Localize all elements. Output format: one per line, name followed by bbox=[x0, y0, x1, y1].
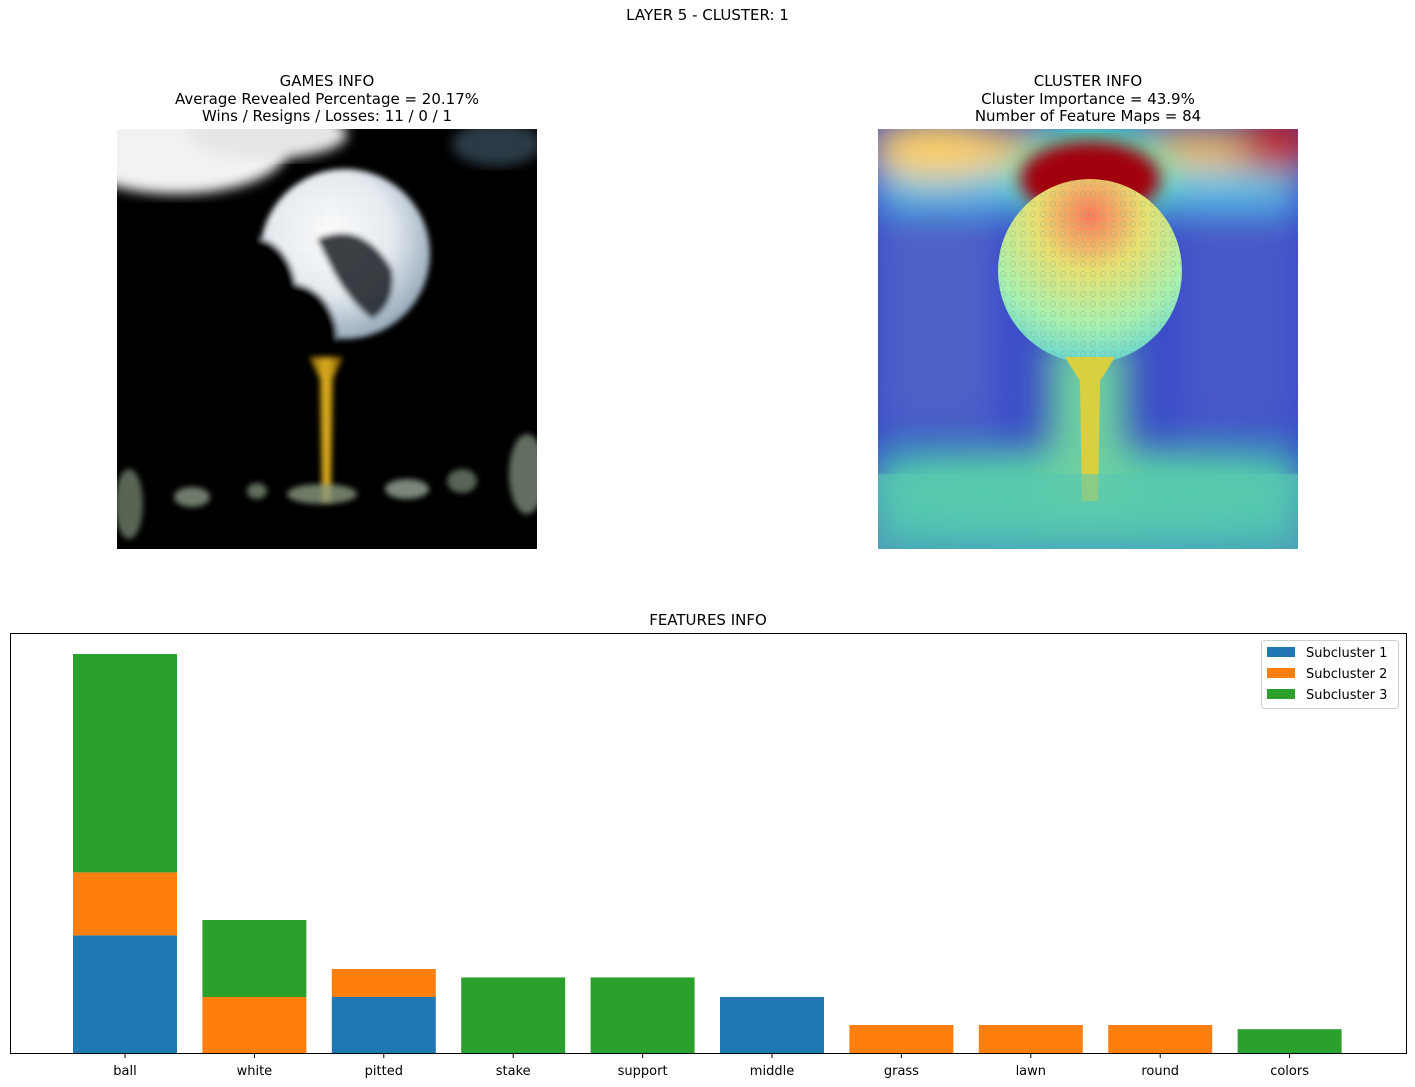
bar-white-subcluster-2 bbox=[202, 997, 307, 1053]
bar-colors-subcluster-3 bbox=[1237, 1029, 1342, 1053]
features-info-title: FEATURES INFO bbox=[649, 611, 767, 629]
masked-golf-ball-image bbox=[117, 129, 537, 549]
legend-swatch-subcluster-3 bbox=[1267, 689, 1295, 699]
bar-ball-subcluster-2 bbox=[73, 872, 177, 936]
x-tick-label-round: round bbox=[1141, 1064, 1179, 1079]
games-info-title: GAMES INFO Average Revealed Percentage =… bbox=[117, 72, 537, 126]
x-tick-label-ball: ball bbox=[113, 1064, 136, 1079]
bar-ball-subcluster-3 bbox=[73, 654, 177, 873]
bar-lawn-subcluster-2 bbox=[978, 1025, 1083, 1053]
legend-label-subcluster-2: Subcluster 2 bbox=[1306, 667, 1387, 682]
x-tick-label-grass: grass bbox=[884, 1064, 919, 1079]
figure-suptitle: LAYER 5 - CLUSTER: 1 bbox=[626, 6, 789, 24]
x-axis-ticks: ball white pitted stake support middle grass la… bbox=[113, 1053, 1309, 1079]
bar-grass-subcluster-2 bbox=[849, 1025, 954, 1053]
bar-pitted-subcluster-2 bbox=[331, 969, 436, 997]
bar-ball-subcluster-1 bbox=[73, 935, 177, 1053]
legend-swatch-subcluster-1 bbox=[1267, 647, 1295, 657]
legend-swatch-subcluster-2 bbox=[1267, 668, 1295, 678]
bars-group bbox=[73, 654, 1342, 1053]
bar-stake-subcluster-3 bbox=[461, 977, 566, 1053]
x-tick-label-lawn: lawn bbox=[1016, 1064, 1046, 1079]
bar-support-subcluster-3 bbox=[590, 977, 695, 1053]
x-tick-label-support: support bbox=[618, 1064, 668, 1079]
x-tick-label-stake: stake bbox=[496, 1064, 531, 1079]
x-tick-label-colors: colors bbox=[1270, 1064, 1309, 1079]
wins-resigns-losses: Wins / Resigns / Losses: 11 / 0 / 1 bbox=[201, 107, 453, 125]
number-of-feature-maps: Number of Feature Maps = 84 bbox=[974, 107, 1202, 125]
bar-round-subcluster-2 bbox=[1108, 1025, 1213, 1053]
x-tick-label-middle: middle bbox=[750, 1064, 794, 1079]
bar-pitted-subcluster-1 bbox=[331, 997, 436, 1053]
x-tick-label-white: white bbox=[237, 1064, 273, 1079]
x-tick-label-pitted: pitted bbox=[365, 1064, 403, 1079]
legend-label-subcluster-3: Subcluster 3 bbox=[1306, 688, 1387, 703]
cluster-info-title: CLUSTER INFO Cluster Importance = 43.9% … bbox=[878, 72, 1298, 126]
legend-frame bbox=[1261, 640, 1399, 709]
cluster-heatmap-image bbox=[878, 129, 1298, 549]
legend-label-subcluster-1: Subcluster 1 bbox=[1306, 646, 1387, 661]
legend: Subcluster 1 Subcluster 2 Subcluster 3 bbox=[1261, 640, 1399, 709]
cluster-importance: Cluster Importance = 43.9% bbox=[981, 89, 1195, 108]
average-revealed-percentage: Average Revealed Percentage = 20.17% bbox=[174, 89, 479, 108]
cluster-info-heading: CLUSTER INFO bbox=[1033, 72, 1143, 90]
plot-frame bbox=[10, 633, 1407, 1054]
bar-middle-subcluster-1 bbox=[720, 997, 824, 1053]
bar-white-subcluster-3 bbox=[202, 920, 307, 997]
games-info-heading: GAMES INFO bbox=[279, 72, 375, 90]
